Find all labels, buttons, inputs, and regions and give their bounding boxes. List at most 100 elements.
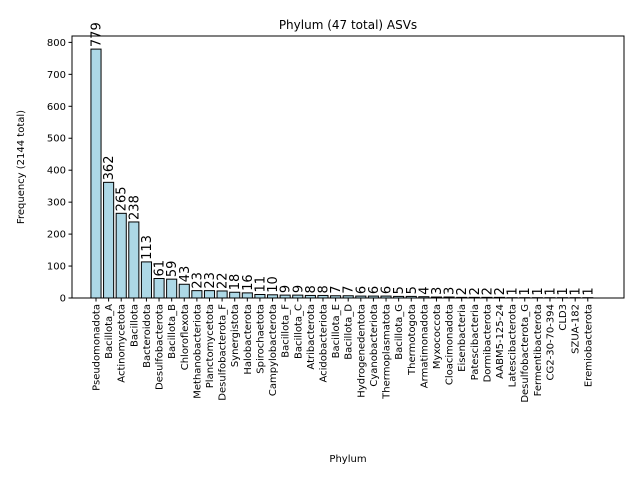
x-tick-label: Pseudomonadota bbox=[92, 304, 103, 391]
data-label: 9 bbox=[291, 285, 306, 293]
x-tick-label: Acidobacteriota bbox=[318, 304, 329, 383]
x-tick-label: Desulfobacterota_G bbox=[520, 304, 531, 403]
data-label: 23 bbox=[203, 272, 218, 289]
x-tick-label: Halobacterota bbox=[243, 304, 254, 375]
x-tick-label: Campylobacterota bbox=[268, 304, 279, 396]
x-tick-label: Methanobacteriota bbox=[192, 304, 203, 399]
x-tick-label: Bacillota_F bbox=[281, 304, 292, 358]
data-label: 9 bbox=[279, 285, 294, 293]
x-tick-label: Bacillota_C bbox=[293, 304, 304, 359]
x-tick-label: SZUA-182 bbox=[571, 304, 582, 354]
bar bbox=[140, 261, 152, 299]
y-tick-label: 0 bbox=[60, 294, 66, 305]
data-label: 11 bbox=[253, 276, 268, 293]
x-tick-label: Bacillota_B bbox=[167, 304, 178, 359]
x-tick-label: Bacillota bbox=[129, 304, 140, 347]
data-label: 6 bbox=[380, 286, 395, 294]
x-axis-label: Phylum bbox=[329, 454, 366, 465]
y-tick-label: 800 bbox=[47, 38, 66, 49]
data-label: 265 bbox=[115, 187, 130, 212]
data-label: 238 bbox=[127, 195, 142, 220]
data-label: 7 bbox=[329, 285, 344, 293]
bar bbox=[166, 278, 178, 299]
data-label: 3 bbox=[430, 287, 445, 295]
data-label: 1 bbox=[531, 287, 546, 295]
data-label: 6 bbox=[354, 286, 369, 294]
bar bbox=[90, 48, 102, 299]
x-tick-label: CLD3 bbox=[558, 304, 569, 331]
data-label: 113 bbox=[140, 235, 155, 260]
x-tick-label: Chloroflexota bbox=[180, 304, 191, 370]
bar bbox=[191, 290, 203, 299]
data-label: 1 bbox=[556, 287, 571, 295]
x-tick-label: Eisenbacteria bbox=[457, 304, 468, 372]
x-tick-label: Latescibacterota bbox=[508, 304, 519, 387]
data-label: 8 bbox=[316, 285, 331, 293]
bar bbox=[241, 292, 253, 299]
x-tick-label: Bacteroidota bbox=[142, 304, 153, 368]
x-tick-label: Actinomycetota bbox=[117, 304, 128, 383]
x-tick-label: Synergistota bbox=[230, 304, 241, 367]
data-label: 1 bbox=[581, 287, 596, 295]
y-axis: 0 100 200 300 400 500 600 700 800 bbox=[47, 38, 72, 305]
data-label: 779 bbox=[90, 22, 105, 47]
x-axis: Pseudomonadota Bacillota_A Actinomycetota B… bbox=[92, 298, 594, 403]
x-tick-label: Bacillota_D bbox=[344, 304, 355, 360]
x-tick-label: Thermotogota bbox=[407, 304, 418, 376]
bar bbox=[178, 283, 190, 299]
data-label: 61 bbox=[153, 260, 168, 277]
x-tick-label: Planctomycetota bbox=[205, 304, 216, 388]
y-tick-label: 600 bbox=[47, 102, 66, 113]
data-label: 7 bbox=[342, 285, 357, 293]
y-tick-label: 400 bbox=[47, 166, 66, 177]
x-tick-label: Dormibacterota bbox=[482, 304, 493, 382]
x-tick-label: Atribacterota bbox=[306, 304, 317, 370]
bar bbox=[128, 221, 140, 299]
y-tick-label: 100 bbox=[47, 262, 66, 273]
x-tick-label: Armatimonadota bbox=[419, 304, 430, 388]
bar bbox=[203, 290, 216, 299]
bar bbox=[153, 278, 165, 299]
x-tick-label: Eremiobacterota bbox=[583, 304, 594, 387]
x-tick-label: Bacillota_A bbox=[104, 304, 115, 359]
data-label: 18 bbox=[228, 274, 243, 291]
data-label: 1 bbox=[543, 287, 558, 295]
x-tick-label: Bacillota_E bbox=[331, 304, 342, 358]
bar bbox=[254, 293, 266, 299]
data-label: 16 bbox=[241, 274, 256, 291]
bars-group bbox=[90, 48, 594, 299]
y-tick-label: 700 bbox=[47, 70, 66, 81]
data-label: 1 bbox=[506, 287, 521, 295]
x-tick-label: Thermoplasmatota bbox=[382, 304, 393, 400]
data-label: 22 bbox=[216, 272, 231, 289]
x-tick-label: Patescibacteria bbox=[470, 304, 481, 380]
data-label: 10 bbox=[266, 276, 281, 293]
data-label: 2 bbox=[493, 287, 508, 295]
x-tick-label: Hydrogenedentota bbox=[356, 304, 367, 398]
data-label: 1 bbox=[518, 287, 533, 295]
data-label: 2 bbox=[480, 287, 495, 295]
x-tick-label: Myxococcota bbox=[432, 304, 443, 369]
x-tick-label: Desulfobacterota bbox=[155, 304, 166, 390]
data-label: 3 bbox=[443, 287, 458, 295]
data-label: 4 bbox=[417, 286, 432, 294]
bar bbox=[216, 290, 228, 299]
y-tick-label: 200 bbox=[47, 230, 66, 241]
x-tick-label: Fermentibacterota bbox=[533, 304, 544, 396]
data-label: 5 bbox=[405, 286, 420, 294]
y-axis-label: Frequency (2144 total) bbox=[16, 110, 27, 224]
data-label: 362 bbox=[102, 156, 117, 181]
plot-frame bbox=[71, 35, 625, 299]
chart-title: Phylum (47 total) ASVs bbox=[279, 18, 417, 32]
data-label: 2 bbox=[455, 287, 470, 295]
x-tick-label: CG2-30-70-394 bbox=[545, 304, 556, 380]
x-tick-label: Cyanobacteriota bbox=[369, 304, 380, 387]
x-tick-label: Desulfobacterota_F bbox=[218, 304, 229, 401]
data-label: 43 bbox=[178, 266, 193, 283]
x-tick-label: Bacillota_G bbox=[394, 304, 405, 360]
data-label: 2 bbox=[468, 287, 483, 295]
y-tick-label: 300 bbox=[47, 198, 66, 209]
x-tick-label: Spirochaetota bbox=[255, 304, 266, 374]
data-label: 6 bbox=[367, 286, 382, 294]
